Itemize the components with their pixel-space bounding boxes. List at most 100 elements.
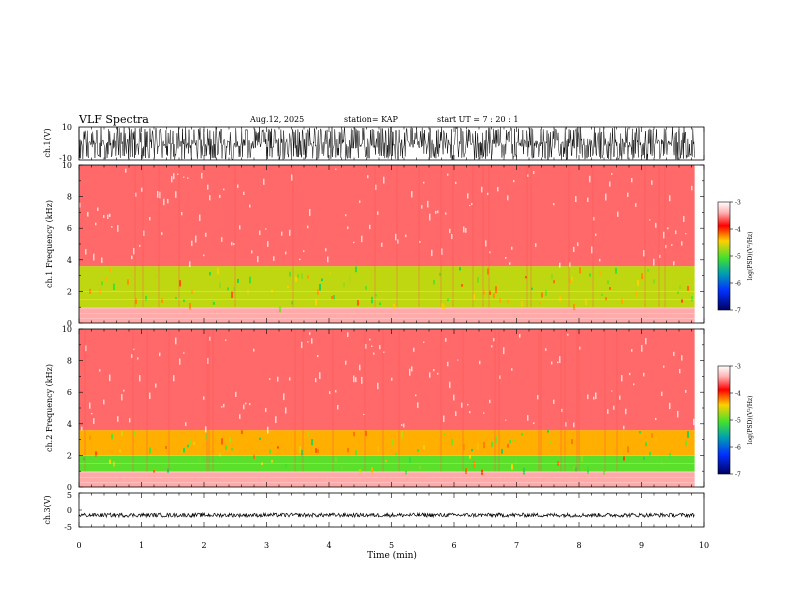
spectral-speckle <box>635 291 637 297</box>
spectral-speckle <box>587 394 589 400</box>
spectral-speckle <box>179 358 181 365</box>
spectral-speckle <box>483 441 485 449</box>
spectral-speckle <box>433 279 435 285</box>
spectral-speckle <box>477 276 479 283</box>
colorbar-tick-label: -6 <box>735 445 741 452</box>
spectral-speckle <box>163 198 165 206</box>
spectral-speckle <box>559 296 561 302</box>
ch1-spectrogram-panel: 0 2 4 6 8 10 ch.1 Frequency (kHz) -3 -4 -5 -6 -7 … <box>45 161 754 328</box>
spectral-speckle <box>507 195 509 201</box>
spectral-speckle <box>489 251 491 254</box>
spectral-speckle <box>393 303 395 309</box>
spectral-speckle <box>655 222 657 228</box>
spectral-speckle <box>439 463 441 469</box>
ch1-ytick-bottom: -10 <box>59 154 72 163</box>
spectral-speckle <box>307 432 309 437</box>
spectral-speckle <box>335 390 337 393</box>
spectral-speckle <box>89 435 91 440</box>
spectral-speckle <box>681 355 683 361</box>
spectral-speckle <box>221 237 223 242</box>
spectral-speckle <box>653 258 655 266</box>
spectral-speckle <box>397 239 399 244</box>
spectral-speckle <box>207 357 209 365</box>
spectral-speckle <box>191 290 193 294</box>
spectral-speckle <box>333 295 335 300</box>
spectral-speckle <box>645 442 647 447</box>
spectral-speckle <box>287 285 289 289</box>
spectral-speckle <box>607 280 609 285</box>
spectral-speckle <box>311 439 313 446</box>
spectral-speckle <box>365 430 367 437</box>
ch2-spectrogram-panel: 0 2 4 6 8 10 ch.2 Frequency (kHz) -3 -4 -5 -6 -7 … <box>45 325 754 492</box>
y-tick-label: 10 <box>62 325 72 334</box>
spectral-speckle <box>203 396 205 400</box>
spectral-speckle <box>655 437 657 442</box>
spectral-speckle <box>359 469 361 474</box>
spectral-speckle <box>505 419 507 421</box>
spectral-speckle <box>441 248 443 255</box>
spectral-speckle <box>691 185 693 191</box>
spectral-speckle <box>501 448 503 454</box>
spectral-speckle <box>219 282 221 289</box>
spectral-speckle <box>621 375 623 382</box>
spectral-speckle <box>165 445 167 450</box>
spectral-speckle <box>329 272 331 275</box>
spectral-speckle <box>107 214 109 219</box>
spectral-speckle <box>347 332 349 338</box>
spectral-speckle <box>297 274 299 278</box>
spectral-speckle <box>269 268 271 273</box>
ch1-ytick-top: 10 <box>62 123 72 132</box>
spectral-speckle <box>519 333 521 338</box>
spectral-speckle <box>239 225 241 230</box>
spectral-speckle <box>653 279 655 284</box>
spectral-speckle <box>109 213 111 218</box>
spectral-band <box>79 307 695 323</box>
spectral-band <box>79 471 695 487</box>
spectral-speckle <box>275 416 277 424</box>
spectral-speckle <box>149 216 151 221</box>
spectral-speckle <box>651 180 653 185</box>
spectral-speckle <box>579 346 581 350</box>
spectral-speckle <box>539 302 541 305</box>
spectral-speckle <box>451 439 453 446</box>
spectral-speckle <box>233 243 235 246</box>
spectral-speckle <box>643 456 645 460</box>
spectral-band <box>79 329 695 431</box>
spectral-speckle <box>429 213 431 221</box>
spectral-speckle <box>511 464 513 470</box>
spectral-speckle <box>249 276 251 284</box>
spectral-speckle <box>95 451 97 457</box>
colorbar-tick-label: -6 <box>735 281 741 288</box>
spectral-speckle <box>371 345 373 347</box>
ch1-colorbar-label: log(PSD)(V²/Hz) <box>747 232 754 281</box>
spectral-speckle <box>267 241 269 247</box>
colorbar-tick-label: -4 <box>735 227 741 234</box>
spectral-speckle <box>315 299 317 306</box>
y-tick-label: 8 <box>67 357 72 366</box>
spectral-speckle <box>403 423 405 428</box>
spectral-speckle <box>271 289 273 293</box>
spectral-speckle <box>219 452 221 457</box>
spectral-speckle <box>185 422 187 427</box>
spectral-speckle <box>357 300 359 306</box>
spectral-speckle <box>347 226 349 230</box>
spectral-speckle <box>423 444 425 450</box>
spectral-speckle <box>233 287 235 294</box>
spectral-speckle <box>587 197 589 202</box>
spectral-speckle <box>143 230 145 237</box>
spectral-speckle <box>149 447 151 454</box>
spectral-speckle <box>477 443 479 450</box>
spectral-speckle <box>279 307 281 313</box>
spectral-speckle <box>611 390 613 392</box>
spectral-speckle <box>371 467 373 473</box>
spectral-speckle <box>493 338 495 342</box>
spectral-speckle <box>189 303 191 310</box>
ch3-waveform-panel: 5 0 -5 ch.3(V) <box>43 491 705 532</box>
spectral-speckle <box>367 175 369 179</box>
spectral-speckle <box>511 368 513 371</box>
spectral-speckle <box>281 231 283 236</box>
spectral-speckle <box>673 261 675 266</box>
spectral-speckle <box>133 348 135 351</box>
spectral-speckle <box>521 433 523 436</box>
spectral-speckle <box>537 395 539 400</box>
